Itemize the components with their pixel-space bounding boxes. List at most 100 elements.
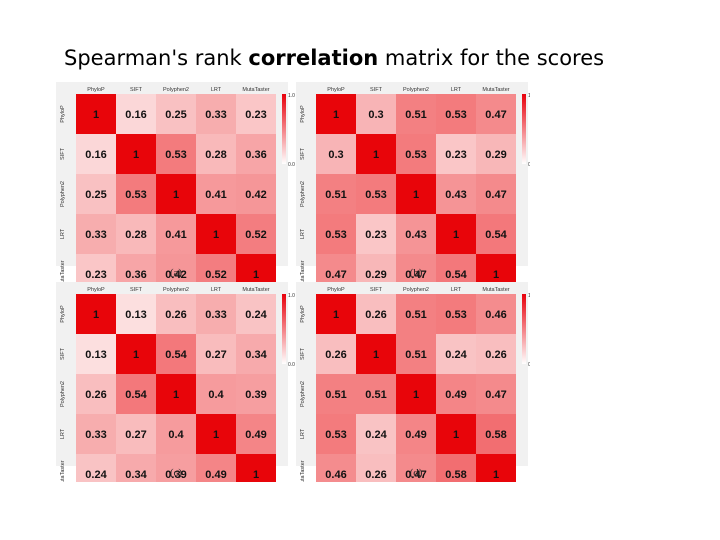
heatmap-cell — [156, 214, 196, 254]
correlation-figure: PhyloP SIFT Polyphen2 LRT MutaTaster PhyloP SI… — [56, 82, 530, 482]
cell-value-label: 0.43 — [445, 189, 466, 201]
heatmap-cell — [436, 174, 476, 214]
heatmap-cell — [356, 454, 396, 482]
heatmap-cell — [156, 134, 196, 174]
heatmap-cell — [436, 414, 476, 454]
colorbar — [282, 294, 286, 364]
row-label: SIFT — [300, 147, 306, 160]
heatmap-cell — [356, 374, 396, 414]
colorbar — [282, 94, 286, 164]
heatmap-cell — [476, 454, 516, 482]
heatmap-cell — [476, 214, 516, 254]
heatmap-cell — [196, 334, 236, 374]
heatmap-panel-4: PhyloP SIFT Polyphen2 LRT MutaTaster PhyloP SI… — [296, 282, 530, 482]
heatmap-cell — [476, 174, 516, 214]
heatmap-cell — [196, 454, 236, 482]
cell-value-label: 0.23 — [245, 109, 266, 121]
slide-title: Spearman's rank correlation matrix for t… — [64, 46, 604, 70]
cell-value-label: 1 — [413, 389, 419, 401]
heatmap-cell — [396, 454, 436, 482]
heatmap-cell — [76, 214, 116, 254]
row-label: LRT — [300, 428, 306, 439]
cell-value-label: 0.53 — [365, 189, 386, 201]
colorbar-tick-max: 1.0 — [288, 93, 295, 99]
cell-value-label: 1 — [173, 189, 179, 201]
heatmap-cell — [116, 414, 156, 454]
heatmap-cell — [476, 374, 516, 414]
cell-value-label: 0.3 — [368, 109, 383, 121]
heatmap-panel-1: PhyloP SIFT Polyphen2 LRT MutaTaster PhyloP SI… — [56, 82, 295, 294]
cell-value-label: 0.53 — [445, 109, 466, 121]
cell-value-label: 0.33 — [205, 109, 226, 121]
cell-value-label: 1 — [373, 349, 379, 361]
heatmap-cell — [156, 174, 196, 214]
heatmap-cell — [436, 334, 476, 374]
cell-value-label: 0.39 — [245, 389, 266, 401]
heatmap-panel-3: PhyloP SIFT Polyphen2 LRT MutaTaster PhyloP SI… — [56, 282, 295, 482]
row-label: PhyloP — [60, 305, 66, 323]
cell-value-label: 0.43 — [405, 229, 426, 241]
column-label: Polyphen2 — [163, 287, 189, 293]
column-label: LRT — [211, 287, 222, 293]
heatmap-cell — [156, 414, 196, 454]
column-label: LRT — [451, 287, 462, 293]
cell-value-label: 1 — [453, 429, 459, 441]
heatmap-cell — [316, 294, 356, 334]
heatmap-cell — [196, 134, 236, 174]
cell-value-label: 0.53 — [445, 309, 466, 321]
heatmap-cell — [116, 454, 156, 482]
cell-value-label: 0.3 — [328, 149, 343, 161]
heatmap-cell — [116, 334, 156, 374]
cell-value-label: 0.41 — [205, 189, 226, 201]
heatmap-cell — [316, 374, 356, 414]
panel-label: (c) — [170, 467, 183, 479]
cell-value-label: 0.27 — [125, 429, 146, 441]
row-label: SIFT — [300, 347, 306, 360]
cell-value-label: 0.25 — [165, 109, 186, 121]
heatmap-cell — [76, 374, 116, 414]
column-label: MutaTaster — [242, 87, 269, 93]
heatmap-cell — [316, 214, 356, 254]
colorbar-tick-min: 0.0 — [528, 362, 530, 368]
title-part-1: Spearman's rank — [64, 46, 249, 70]
colorbar-tick-min: 0.0 — [528, 162, 530, 168]
cell-value-label: 0.26 — [165, 309, 186, 321]
heatmap-cell — [476, 414, 516, 454]
cell-value-label: 0.36 — [125, 269, 146, 281]
colorbar — [522, 94, 526, 164]
heatmap-cell — [396, 174, 436, 214]
cell-value-label: 0.28 — [125, 229, 146, 241]
cell-value-label: 1 — [133, 149, 139, 161]
heatmap-cell — [236, 454, 276, 482]
cell-value-label: 0.51 — [365, 389, 386, 401]
colorbar-tick-max: 1.0 — [528, 293, 530, 299]
cell-value-label: 0.51 — [405, 349, 426, 361]
heatmap-cell — [436, 374, 476, 414]
heatmap-cell — [156, 334, 196, 374]
heatmap-cell — [76, 134, 116, 174]
cell-value-label: 0.47 — [405, 269, 426, 281]
cell-value-label: 0.33 — [85, 229, 106, 241]
cell-value-label: 1 — [333, 309, 339, 321]
heatmap-cell — [396, 94, 436, 134]
cell-value-label: 0.39 — [165, 469, 186, 481]
cell-value-label: 0.47 — [485, 109, 506, 121]
column-label: Polyphen2 — [163, 87, 189, 93]
title-part-2: matrix for the scores — [378, 46, 605, 70]
heatmap-cell — [116, 134, 156, 174]
cell-value-label: 1 — [253, 469, 259, 481]
cell-value-label: 0.4 — [208, 389, 224, 401]
heatmap-cell — [356, 214, 396, 254]
cell-value-label: 0.33 — [205, 309, 226, 321]
heatmap-grid-svg: PhyloP SIFT Polyphen2 LRT MutaTaster PhyloP SI… — [56, 82, 530, 482]
cell-value-label: 0.24 — [445, 349, 467, 361]
heatmap-cell — [436, 214, 476, 254]
column-label: MutaTaster — [242, 287, 269, 293]
cell-value-label: 0.47 — [485, 389, 506, 401]
cell-value-label: 0.51 — [325, 389, 346, 401]
cell-value-label: 0.26 — [485, 349, 506, 361]
cell-value-label: 0.25 — [85, 189, 106, 201]
heatmap-cell — [76, 294, 116, 334]
cell-value-label: 0.52 — [245, 229, 266, 241]
heatmap-cell — [356, 94, 396, 134]
